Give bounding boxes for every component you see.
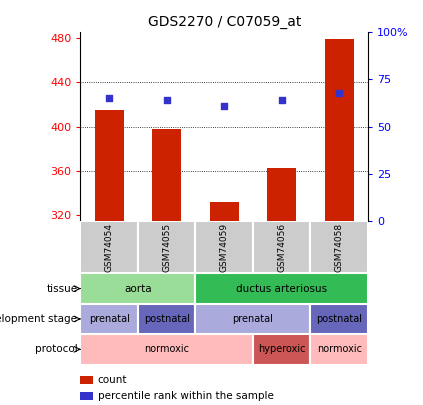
FancyBboxPatch shape: [253, 221, 310, 273]
Text: hyperoxic: hyperoxic: [258, 344, 305, 354]
Text: GSM74056: GSM74056: [277, 222, 286, 272]
Point: [221, 102, 228, 109]
FancyBboxPatch shape: [80, 334, 253, 364]
Text: normoxic: normoxic: [144, 344, 189, 354]
Text: GSM74055: GSM74055: [162, 222, 171, 272]
Text: GSM74059: GSM74059: [220, 222, 229, 272]
Text: GSM74058: GSM74058: [335, 222, 344, 272]
FancyBboxPatch shape: [310, 221, 368, 273]
Title: GDS2270 / C07059_at: GDS2270 / C07059_at: [148, 15, 301, 29]
Text: aorta: aorta: [124, 284, 152, 294]
Text: postnatal: postnatal: [144, 314, 190, 324]
FancyBboxPatch shape: [253, 334, 310, 364]
Text: tissue: tissue: [47, 284, 77, 294]
Text: postnatal: postnatal: [316, 314, 362, 324]
Point: [106, 95, 113, 102]
Text: ductus arteriosus: ductus arteriosus: [236, 284, 327, 294]
FancyBboxPatch shape: [80, 273, 195, 304]
FancyBboxPatch shape: [138, 304, 195, 334]
FancyBboxPatch shape: [195, 273, 368, 304]
Point: [336, 90, 343, 96]
FancyBboxPatch shape: [138, 221, 195, 273]
FancyBboxPatch shape: [80, 221, 138, 273]
Text: GSM74054: GSM74054: [104, 223, 114, 271]
FancyBboxPatch shape: [80, 304, 138, 334]
Text: count: count: [98, 375, 127, 385]
Text: protocol: protocol: [35, 344, 77, 354]
Bar: [267, 168, 296, 221]
Text: normoxic: normoxic: [317, 344, 362, 354]
Point: [278, 97, 285, 103]
Point: [163, 97, 170, 103]
FancyBboxPatch shape: [195, 304, 310, 334]
Bar: [80, 376, 93, 384]
Text: prenatal: prenatal: [233, 314, 273, 324]
FancyBboxPatch shape: [310, 304, 368, 334]
Text: development stage: development stage: [0, 314, 77, 324]
Bar: [210, 202, 239, 221]
Bar: [325, 39, 354, 221]
FancyBboxPatch shape: [310, 334, 368, 364]
FancyBboxPatch shape: [195, 221, 253, 273]
Text: prenatal: prenatal: [89, 314, 129, 324]
Bar: [152, 129, 181, 221]
Bar: [80, 392, 93, 401]
Bar: [95, 110, 124, 221]
Text: percentile rank within the sample: percentile rank within the sample: [98, 391, 274, 401]
